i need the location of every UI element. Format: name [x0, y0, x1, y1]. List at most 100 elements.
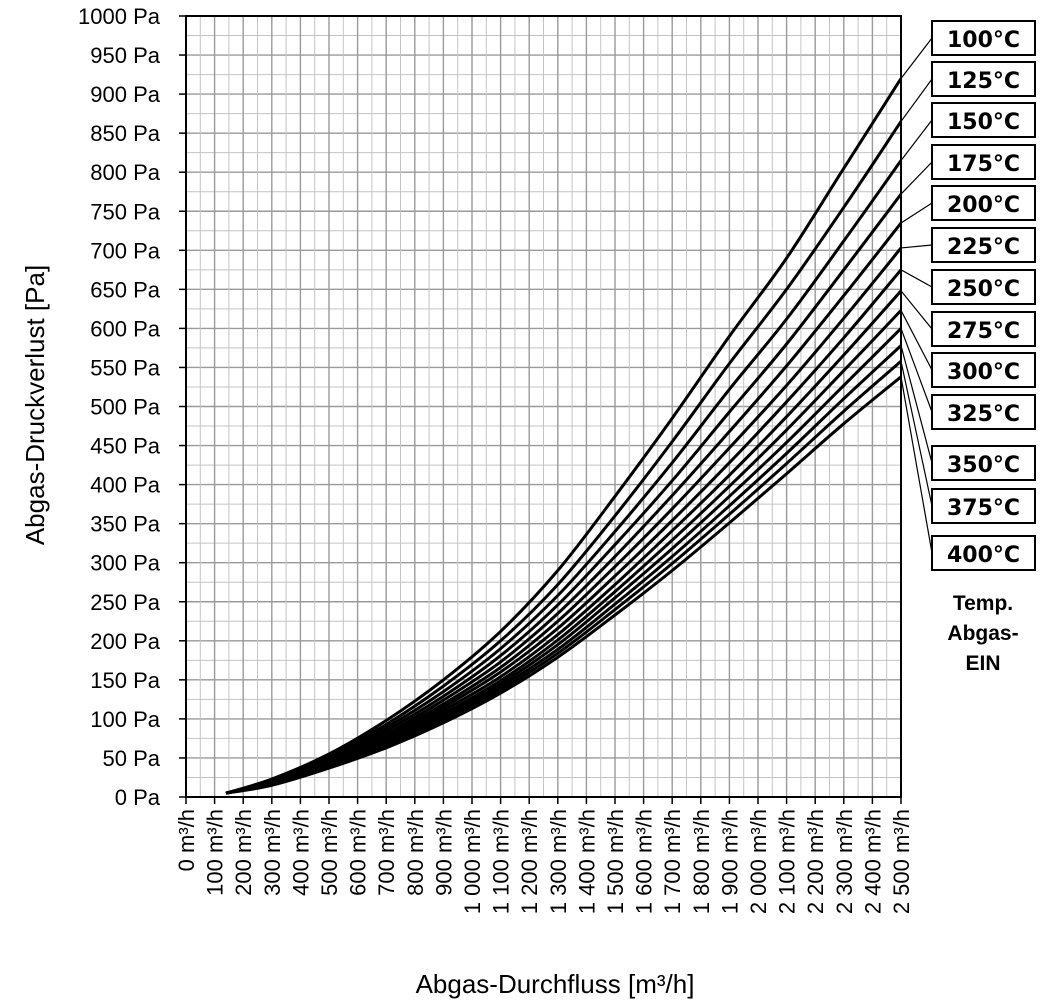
y-tick-label: 750 Pa — [90, 199, 160, 224]
legend-label: 325°C — [947, 402, 1020, 427]
x-tick-label: 1 900 m³/h — [717, 809, 742, 914]
series-line — [225, 344, 903, 795]
y-tick-label: 0 Pa — [115, 785, 161, 810]
legend-label: 400°C — [947, 543, 1020, 568]
x-axis-title: Abgas-Durchfluss [m³/h] — [416, 969, 695, 999]
x-tick-label: 100 m³/h — [203, 809, 228, 896]
x-tick-label: 400 m³/h — [288, 809, 313, 896]
legend-leader-line — [900, 78, 933, 122]
legend-box — [931, 20, 1036, 56]
series-line — [225, 309, 903, 795]
legend-box — [931, 394, 1036, 430]
legend-title-line-2: Abgas- — [947, 622, 1018, 645]
y-tick-label: 450 Pa — [90, 434, 160, 459]
legend-box — [931, 445, 1036, 481]
legend-leader-line — [900, 361, 933, 507]
legend-box — [931, 352, 1036, 388]
y-tick-label: 650 Pa — [90, 277, 160, 302]
legend-label: 125°C — [947, 69, 1020, 94]
y-tick-labels: 0 Pa 50 Pa 100 Pa 150 Pa 200 Pa 250 Pa 300 Pa 3… — [78, 4, 161, 810]
legend-label: 150°C — [947, 110, 1020, 135]
legend-box — [931, 144, 1036, 180]
x-tick-label: 2 500 m³/h — [889, 809, 914, 914]
legend-label: 100°C — [947, 28, 1020, 53]
legend-label: 375°C — [947, 496, 1020, 521]
legend-leader-line — [900, 345, 933, 464]
legend-box — [931, 61, 1036, 97]
series-line — [225, 222, 903, 795]
x-tick-label: 2 300 m³/h — [832, 809, 857, 914]
series-lines — [225, 77, 903, 795]
x-tick-label: 1 700 m³/h — [660, 809, 685, 914]
x-tick-label: 1 300 m³/h — [546, 809, 571, 914]
legend-leader-line — [900, 202, 933, 224]
legend-leader-line — [900, 376, 933, 554]
legend-leader-line — [900, 310, 933, 371]
series-line — [225, 247, 903, 795]
x-tick-label: 700 m³/h — [374, 809, 399, 896]
legend-label: 200°C — [947, 193, 1020, 218]
x-tick-label: 1 800 m³/h — [689, 809, 714, 914]
legend-label: 250°C — [947, 277, 1020, 302]
x-tick-label: 1 600 m³/h — [632, 809, 657, 914]
y-tick-label: 900 Pa — [90, 82, 160, 107]
legend-box — [931, 535, 1036, 571]
legend-label: 350°C — [947, 453, 1020, 478]
x-tick-label: 2 400 m³/h — [860, 809, 885, 914]
y-tick-label: 100 Pa — [90, 707, 160, 732]
y-axis-title: Abgas-Druckverlust [Pa] — [20, 265, 50, 545]
plot-frame — [179, 15, 902, 804]
series-line — [225, 289, 903, 795]
legend-label: 225°C — [947, 235, 1020, 260]
y-tick-label: 50 Pa — [103, 746, 161, 771]
legend-label: 175°C — [947, 152, 1020, 177]
y-tick-label: 300 Pa — [90, 551, 160, 576]
x-tick-label: 300 m³/h — [260, 809, 285, 896]
y-tick-label: 800 Pa — [90, 160, 160, 185]
legend-leader-line — [900, 290, 933, 330]
series-line — [225, 159, 903, 795]
x-tick-label: 2 100 m³/h — [775, 809, 800, 914]
legend-title-line-3: EIN — [965, 652, 1000, 675]
legend-title-line-1: Temp. — [953, 592, 1013, 615]
x-tick-label: 1 200 m³/h — [517, 809, 542, 914]
legend-box — [931, 227, 1036, 263]
x-tick-label: 1 100 m³/h — [489, 809, 514, 914]
legend-leader-line — [900, 269, 933, 288]
x-tick-label: 500 m³/h — [317, 809, 342, 896]
y-tick-label: 950 Pa — [90, 43, 160, 68]
x-tick-label: 1 000 m³/h — [460, 809, 485, 914]
x-tick-labels: 0 m³/h 100 m³/h 200 m³/h 300 m³/h 400 m³/h 50… — [174, 809, 914, 914]
series-line — [225, 375, 902, 795]
series-line — [225, 77, 903, 795]
legend-box — [931, 185, 1036, 221]
y-tick-label: 150 Pa — [90, 668, 160, 693]
y-tick-label: 600 Pa — [90, 316, 160, 341]
legend: 100°C 125°C 150°C 175°C 200°C 225°C 250°C 275°C… — [900, 20, 1036, 571]
legend-leader-line — [900, 119, 933, 161]
x-tick-label: 0 m³/h — [174, 809, 199, 871]
series-line — [225, 120, 903, 795]
legend-title: Temp. Abgas- EIN — [947, 592, 1018, 675]
y-tick-label: 850 Pa — [90, 121, 160, 146]
legend-label: 300°C — [947, 360, 1020, 385]
series-line — [225, 327, 903, 795]
legend-leader-line — [900, 37, 933, 79]
x-tick-label: 1 400 m³/h — [574, 809, 599, 914]
x-tick-label: 1 500 m³/h — [603, 809, 628, 914]
x-tick-label: 2 200 m³/h — [803, 809, 828, 914]
x-tick-label: 800 m³/h — [403, 809, 428, 896]
x-tick-label: 900 m³/h — [431, 809, 456, 896]
grid-lines — [185, 15, 902, 798]
y-tick-label: 350 Pa — [90, 512, 160, 537]
y-tick-label: 200 Pa — [90, 629, 160, 654]
series-line — [225, 193, 903, 795]
x-tick-label: 2 000 m³/h — [746, 809, 771, 914]
legend-leader-line — [900, 328, 933, 413]
y-tick-label: 250 Pa — [90, 590, 160, 615]
y-tick-label: 700 Pa — [90, 238, 160, 263]
y-tick-label: 550 Pa — [90, 355, 160, 380]
legend-leader-line — [900, 161, 933, 195]
legend-box — [931, 102, 1036, 138]
